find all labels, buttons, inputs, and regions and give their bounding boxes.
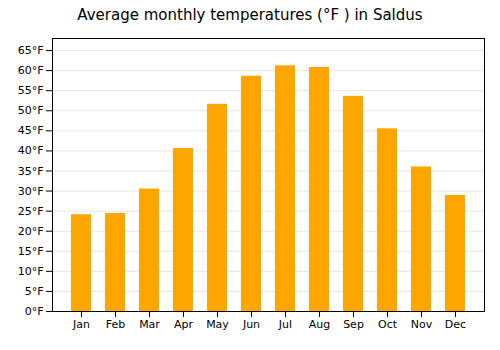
svg-text:35°F: 35°F xyxy=(18,165,44,178)
svg-text:Sep: Sep xyxy=(343,318,364,331)
svg-text:May: May xyxy=(206,318,229,331)
html-text:Average monthly temperatures (: Average monthly temperatures (°F ) in Sa… xyxy=(77,6,423,24)
svg-text:Nov: Nov xyxy=(411,318,433,331)
svg-text:Oct: Oct xyxy=(378,318,398,331)
svg-text:Jan: Jan xyxy=(72,318,90,331)
svg-text:20°F: 20°F xyxy=(18,225,44,238)
svg-text:15°F: 15°F xyxy=(18,245,44,258)
svg-text:25°F: 25°F xyxy=(18,205,44,218)
svg-text:Dec: Dec xyxy=(445,318,466,331)
svg-text:50°F: 50°F xyxy=(18,104,44,117)
svg-text:10°F: 10°F xyxy=(18,265,44,278)
svg-text:45°F: 45°F xyxy=(18,124,44,137)
svg-text:55°F: 55°F xyxy=(18,84,44,97)
svg-text:Jun: Jun xyxy=(242,318,260,331)
svg-text:0°F: 0°F xyxy=(25,305,44,318)
svg-text:5°F: 5°F xyxy=(25,285,44,298)
svg-text:Aug: Aug xyxy=(309,318,330,331)
svg-text:65°F: 65°F xyxy=(18,44,44,57)
svg-text:Feb: Feb xyxy=(106,318,125,331)
svg-text:Apr: Apr xyxy=(174,318,194,331)
svg-text:30°F: 30°F xyxy=(18,185,44,198)
svg-text:60°F: 60°F xyxy=(18,64,44,77)
svg-text:Mar: Mar xyxy=(139,318,160,331)
svg-text:Jul: Jul xyxy=(278,318,292,331)
svg-text:40°F: 40°F xyxy=(18,144,44,157)
